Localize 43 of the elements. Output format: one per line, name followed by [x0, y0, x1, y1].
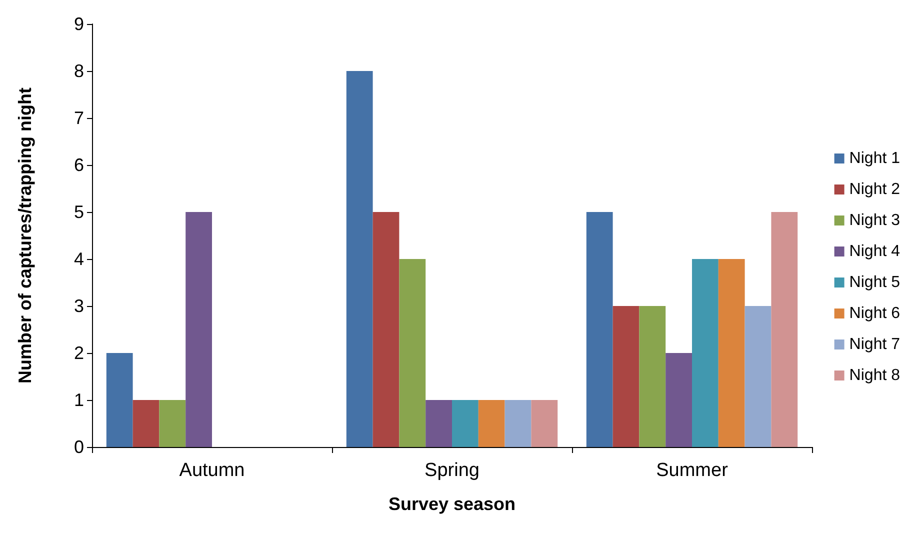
legend-label: Night 8 — [849, 367, 900, 384]
y-tick-label: 4 — [74, 249, 84, 269]
bar — [399, 259, 426, 447]
bar — [771, 212, 798, 447]
bar — [586, 212, 613, 447]
legend-label: Night 6 — [849, 305, 900, 322]
bar — [132, 400, 160, 447]
bar — [666, 353, 692, 447]
bar — [159, 400, 186, 447]
y-axis-title: Number of captures/trapping night — [15, 87, 35, 384]
legend-label: Night 2 — [849, 181, 900, 198]
bar — [478, 400, 505, 447]
bar — [744, 306, 772, 447]
bar — [372, 212, 400, 447]
bar — [612, 306, 640, 447]
y-tick-label: 1 — [74, 390, 84, 410]
bar — [504, 400, 532, 447]
y-tick-label: 9 — [74, 14, 84, 34]
y-tick-label: 5 — [74, 202, 84, 222]
y-tick-label: 8 — [74, 61, 84, 81]
y-tick-label: 6 — [74, 155, 84, 175]
bar — [692, 259, 718, 447]
x-tick-label: Spring — [424, 460, 480, 481]
legend-label: Night 1 — [849, 150, 900, 167]
legend-label: Night 4 — [849, 243, 900, 260]
bar — [346, 71, 373, 447]
bar — [639, 306, 666, 447]
legend-label: Night 7 — [849, 336, 900, 353]
bar — [718, 259, 745, 447]
x-axis-title: Survey season — [388, 494, 516, 514]
bar — [426, 400, 452, 447]
y-tick-label: 3 — [74, 296, 84, 316]
bar — [531, 400, 558, 447]
x-tick-label: Autumn — [179, 460, 245, 481]
legend-label: Night 3 — [849, 212, 900, 229]
bar — [106, 353, 133, 447]
x-tick-label: Summer — [656, 460, 729, 481]
y-tick-label: 2 — [74, 343, 84, 363]
legend-label: Night 5 — [849, 274, 900, 291]
y-tick-label: 7 — [74, 108, 84, 128]
bar — [186, 212, 212, 447]
y-tick-label: 0 — [74, 437, 84, 457]
bar — [452, 400, 478, 447]
